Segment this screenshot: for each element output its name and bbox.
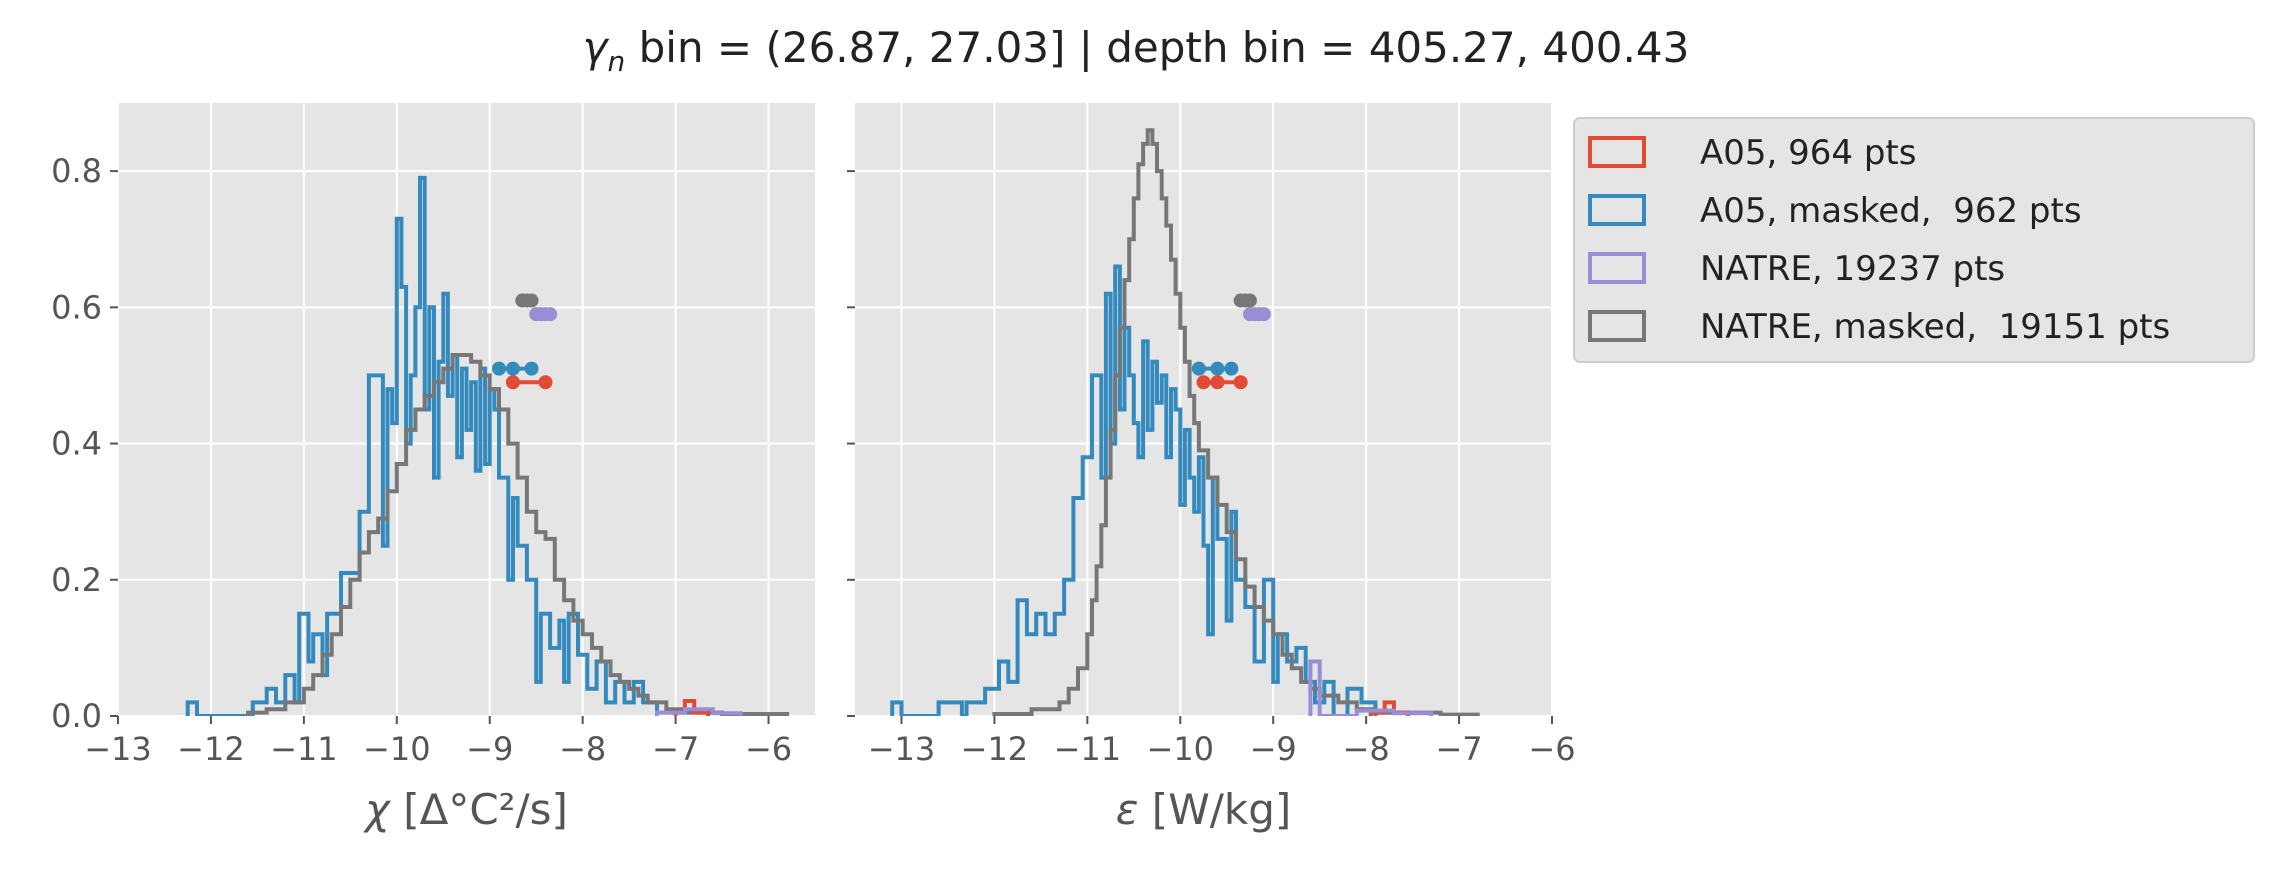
histogram-A05_masked [890,264,1378,716]
y-tick-label: 0.8 [51,152,102,190]
marker-point-A05 [505,375,520,390]
y-tick-label: 0.2 [51,561,102,599]
x-tick-label: −6 [1528,730,1575,768]
plot-area [855,103,1552,716]
legend-swatch [1588,310,1646,342]
legend-label: A05, masked, 962 pts [1700,191,2082,231]
histogram-NATRE_masked [992,128,1480,716]
marker-point-A05_masked [492,361,507,376]
y-tick-label: 0.4 [51,425,102,463]
marker-point-NATRE_masked [1242,293,1257,308]
marker-point-NATRE [1256,307,1271,322]
x-tick-label: −6 [745,730,792,768]
x-tick-label: −13 [868,730,936,768]
epsilon-histogram-panel: −13 −12 −11 −10 −9 −8 −7 −6 ε [W/kg] [847,103,1576,834]
marker-point-A05_masked [1210,361,1225,376]
x-tick-label: −12 [961,730,1029,768]
legend-swatch [1588,194,1646,226]
x-tick-label: −8 [1343,730,1390,768]
y-tick-label: 0.0 [51,697,102,735]
x-tick-label: −10 [1147,730,1215,768]
histogram-NATRE_masked [246,353,790,716]
histogram-A05_masked [185,175,659,716]
x-axis-label: ε [W/kg] [1116,785,1292,834]
x-axis-label: χ [Δ°C²/s] [363,785,568,834]
y-tick-label: 0.6 [51,288,102,326]
histogram-NATRE [1308,659,1434,716]
marker-point-NATRE_masked [524,293,539,308]
x-tick-label: −8 [559,730,606,768]
marker-point-A05 [1196,375,1211,390]
legend-box [1573,117,2255,363]
marker-point-A05 [1233,375,1248,390]
x-tick-label: −10 [363,730,431,768]
legend-swatch [1588,252,1646,284]
x-tick-label: −9 [1250,730,1297,768]
marker-point-A05 [538,375,553,390]
x-tick-label: −12 [177,730,245,768]
marker-point-A05_masked [1191,361,1206,376]
x-tick-label: −9 [466,730,513,768]
x-tick-label: −11 [1054,730,1122,768]
marker-point-NATRE [543,307,558,322]
chart-title: γn bin = (26.87, 27.03] | depth bin = 40… [583,23,1690,78]
legend: A05, 964 pts A05, masked, 962 pts NATRE, 1… [1573,117,2255,363]
x-tick-label: −7 [652,730,699,768]
legend-label: A05, 964 pts [1700,133,1916,173]
legend-label: NATRE, masked, 19151 pts [1700,307,2170,347]
x-tick-label: −7 [1435,730,1482,768]
marker-point-A05 [1210,375,1225,390]
marker-point-A05_masked [505,361,520,376]
legend-swatch [1588,136,1646,168]
x-tick-label: −11 [270,730,338,768]
chi-histogram-panel: −13 −12 −11 −10 −9 −8 −7 −6 0.0 0.2 0.4 0.6 0.8 χ [Δ°… [51,103,815,834]
marker-point-A05_masked [1224,361,1239,376]
histogram-NATRE [655,707,743,716]
x-tick-label: −13 [84,730,152,768]
marker-point-A05_masked [524,361,539,376]
legend-label: NATRE, 19237 pts [1700,249,2005,289]
